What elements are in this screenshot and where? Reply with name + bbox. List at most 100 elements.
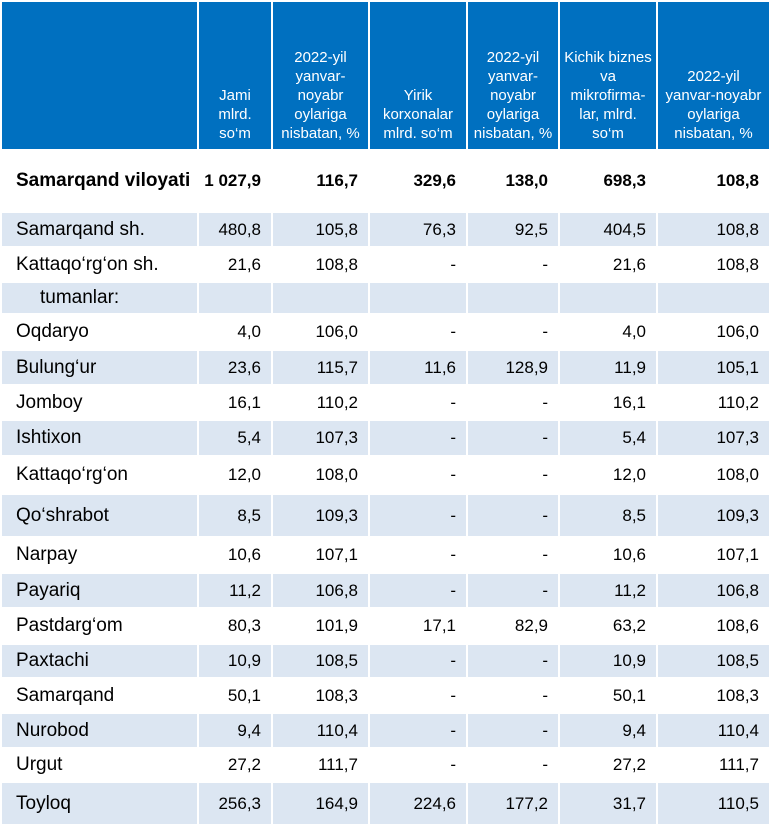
cell-total: 256,3: [197, 781, 273, 826]
cell-large-pct: -: [466, 643, 560, 679]
cell-total: 4,0: [197, 313, 273, 351]
cell-large-pct: -: [466, 677, 560, 714]
table-row: Toyloq 256,3 164,9 224,6 177,2 31,7 110,5: [0, 781, 769, 826]
cell-large: 11,6: [368, 349, 468, 386]
cell-small: 31,7: [558, 781, 658, 826]
cell-small: 27,2: [558, 747, 658, 783]
table-row: Payariq 11,2 106,8- -11,2 106,8: [0, 572, 769, 609]
cell-large: [368, 281, 468, 315]
cell-small-pct: 108,0: [656, 455, 769, 495]
cell-large-pct: 177,2: [466, 781, 560, 826]
table-body: Samarqand viloyati 1 027,9 116,7 329,6 138,0…: [0, 149, 769, 826]
cell-large: -: [368, 455, 468, 495]
cell-total: 1 027,9: [197, 149, 273, 213]
cell-region: Jomboy: [0, 384, 199, 421]
cell-region: Paxtachi: [0, 643, 199, 679]
cell-large-pct: -: [466, 572, 560, 609]
header-cell-small-pct: 2022-yil yanvar-noyabr oylariga nisbatan…: [656, 0, 769, 151]
cell-total: 16,1: [197, 384, 273, 421]
cell-small: 12,0: [558, 455, 658, 495]
cell-small-pct: [656, 281, 769, 315]
cell-large: -: [368, 419, 468, 457]
cell-large-pct: -: [466, 493, 560, 538]
table-row: Kattaqo‘rg‘on sh. 21,6 108,8- -21,6 108,8: [0, 246, 769, 283]
table-row: Samarqand 50,1 108,3- -50,1 108,3: [0, 677, 769, 714]
cell-small: 698,3: [558, 149, 658, 213]
cell-total-pct: 105,8: [271, 211, 370, 248]
cell-total: 8,5: [197, 493, 273, 538]
cell-small: 404,5: [558, 211, 658, 248]
cell-total: [197, 281, 273, 315]
table-row: Urgut 27,2 111,7- -27,2 111,7: [0, 747, 769, 783]
cell-small: 10,6: [558, 536, 658, 574]
table-row: Jomboy 16,1 110,2- -16,1 110,2: [0, 384, 769, 421]
table-row: Samarqand sh. 480,8 105,8 76,3 92,5 404,5 108,…: [0, 211, 769, 248]
cell-large: -: [368, 536, 468, 574]
cell-region: Ishtixon: [0, 419, 199, 457]
cell-small-pct: 108,8: [656, 211, 769, 248]
cell-total-pct: 106,8: [271, 572, 370, 609]
cell-small: 11,2: [558, 572, 658, 609]
cell-large-pct: -: [466, 246, 560, 283]
header-cell-large: Yirik korxonalar mlrd. so‘m: [368, 0, 468, 151]
table-row: Kattaqo‘rg‘on 12,0 108,0- -12,0 108,0: [0, 455, 769, 495]
cell-small: 9,4: [558, 712, 658, 749]
table-row: Qo‘shrabot 8,5 109,3- -8,5 109,3: [0, 493, 769, 538]
cell-large: -: [368, 246, 468, 283]
cell-total: 23,6: [197, 349, 273, 386]
cell-region: Qo‘shrabot: [0, 493, 199, 538]
cell-large-pct: 82,9: [466, 607, 560, 645]
cell-total: 80,3: [197, 607, 273, 645]
cell-total-pct: 109,3: [271, 493, 370, 538]
header-cell-region: [0, 0, 199, 151]
cell-small-pct: 108,5: [656, 643, 769, 679]
cell-small-pct: 108,3: [656, 677, 769, 714]
table-row: Ishtixon 5,4 107,3- -5,4 107,3: [0, 419, 769, 457]
cell-large-pct: -: [466, 747, 560, 783]
cell-total: 480,8: [197, 211, 273, 248]
cell-large-pct: 138,0: [466, 149, 560, 213]
cell-total-pct: 111,7: [271, 747, 370, 783]
header-cell-large-pct: 2022-yil yanvar-noyabr oylariga nisbatan…: [466, 0, 560, 151]
table-row: Narpay 10,6 107,1- -10,6 107,1: [0, 536, 769, 574]
table-row: Paxtachi 10,9 108,5- -10,9 108,5: [0, 643, 769, 679]
cell-total-pct: 108,0: [271, 455, 370, 495]
cell-region: Toyloq: [0, 781, 199, 826]
header-cell-total-pct: 2022-yil yanvar-noyabr oylariga nisbatan…: [271, 0, 370, 151]
cell-total-pct: [271, 281, 370, 315]
cell-total: 5,4: [197, 419, 273, 457]
cell-small-pct: 106,0: [656, 313, 769, 351]
cell-total-pct: 106,0: [271, 313, 370, 351]
cell-total: 21,6: [197, 246, 273, 283]
cell-large: -: [368, 677, 468, 714]
cell-small: 10,9: [558, 643, 658, 679]
table-row: Nurobod 9,4 110,4- -9,4 110,4: [0, 712, 769, 749]
cell-region: Samarqand: [0, 677, 199, 714]
cell-large: -: [368, 747, 468, 783]
cell-small-pct: 108,8: [656, 149, 769, 213]
table-row: Oqdaryo 4,0 106,0- -4,0 106,0: [0, 313, 769, 351]
cell-small: 4,0: [558, 313, 658, 351]
table-row: Pastdarg‘om 80,3 101,9 17,1 82,9 63,2 108,6: [0, 607, 769, 645]
cell-large: -: [368, 313, 468, 351]
cell-small-pct: 110,4: [656, 712, 769, 749]
cell-small: 8,5: [558, 493, 658, 538]
cell-small-pct: 108,8: [656, 246, 769, 283]
cell-large: -: [368, 493, 468, 538]
cell-large-pct: 128,9: [466, 349, 560, 386]
cell-large-pct: -: [466, 712, 560, 749]
header-row: Jami mlrd. so‘m 2022-yil yanvar-noyabr o…: [0, 0, 769, 151]
cell-region: Narpay: [0, 536, 199, 574]
header-cell-total: Jami mlrd. so‘m: [197, 0, 273, 151]
cell-small: [558, 281, 658, 315]
cell-region: Urgut: [0, 747, 199, 783]
cell-region: Oqdaryo: [0, 313, 199, 351]
cell-total-pct: 108,5: [271, 643, 370, 679]
cell-region: tumanlar:: [0, 281, 199, 315]
cell-large: -: [368, 572, 468, 609]
cell-total: 10,6: [197, 536, 273, 574]
cell-total-pct: 108,3: [271, 677, 370, 714]
cell-small: 21,6: [558, 246, 658, 283]
cell-total-pct: 101,9: [271, 607, 370, 645]
